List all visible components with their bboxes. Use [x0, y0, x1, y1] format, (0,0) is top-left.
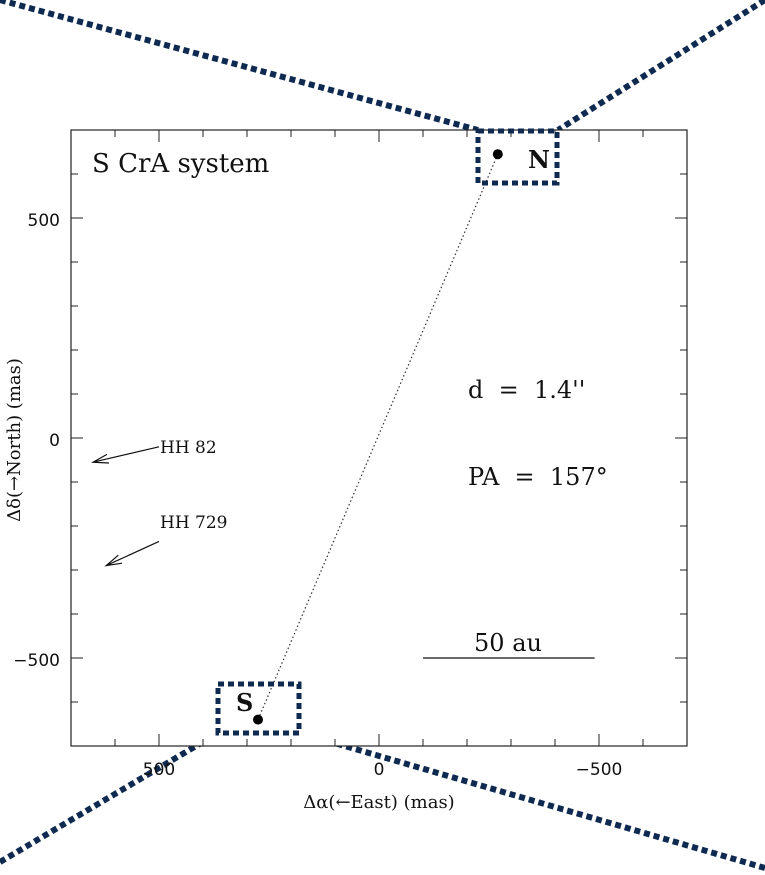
component-label-south: S	[236, 688, 253, 717]
zoom-guide-bottom-right	[299, 730, 765, 871]
scale-bar-label: 50 au	[474, 629, 542, 657]
y-tick-label-0: 0	[49, 431, 60, 451]
y-tick-label-minus500: −500	[13, 651, 60, 671]
component-point-north	[492, 149, 503, 160]
chart-title: S CrA system	[92, 149, 269, 179]
component-label-north: N	[528, 145, 550, 174]
outflow-arrow-hh82	[90, 446, 160, 464]
highlight-box-north	[475, 128, 560, 186]
highlight-box-south	[215, 681, 302, 736]
outflow-label-hh82: HH 82	[160, 438, 217, 458]
x-tick-label-500: 500	[143, 760, 175, 780]
y-axis-label: Δδ(→North) (mas)	[4, 358, 25, 522]
outflow-label-hh729: HH 729	[160, 513, 228, 533]
y-tick-label-500: 500	[28, 211, 60, 231]
outflow-arrows	[90, 446, 160, 567]
component-points	[253, 149, 503, 725]
zoom-guide-top-right	[556, 0, 765, 133]
x-axis-label: Δα(←East) (mas)	[303, 792, 454, 813]
x-tick-label-0: 0	[374, 760, 385, 780]
outflow-arrow-hh729	[104, 540, 160, 567]
position-angle-annotation: PA = 157°	[468, 463, 608, 491]
zoom-guide-top-left	[0, 0, 479, 133]
zoom-guide-bottom-left	[0, 730, 220, 865]
axis-ticks	[71, 130, 687, 746]
separation-annotation: d = 1.4''	[468, 376, 585, 404]
plot-frame	[70, 129, 688, 747]
component-point-south	[253, 714, 263, 725]
x-tick-label-minus500: −500	[576, 760, 623, 780]
